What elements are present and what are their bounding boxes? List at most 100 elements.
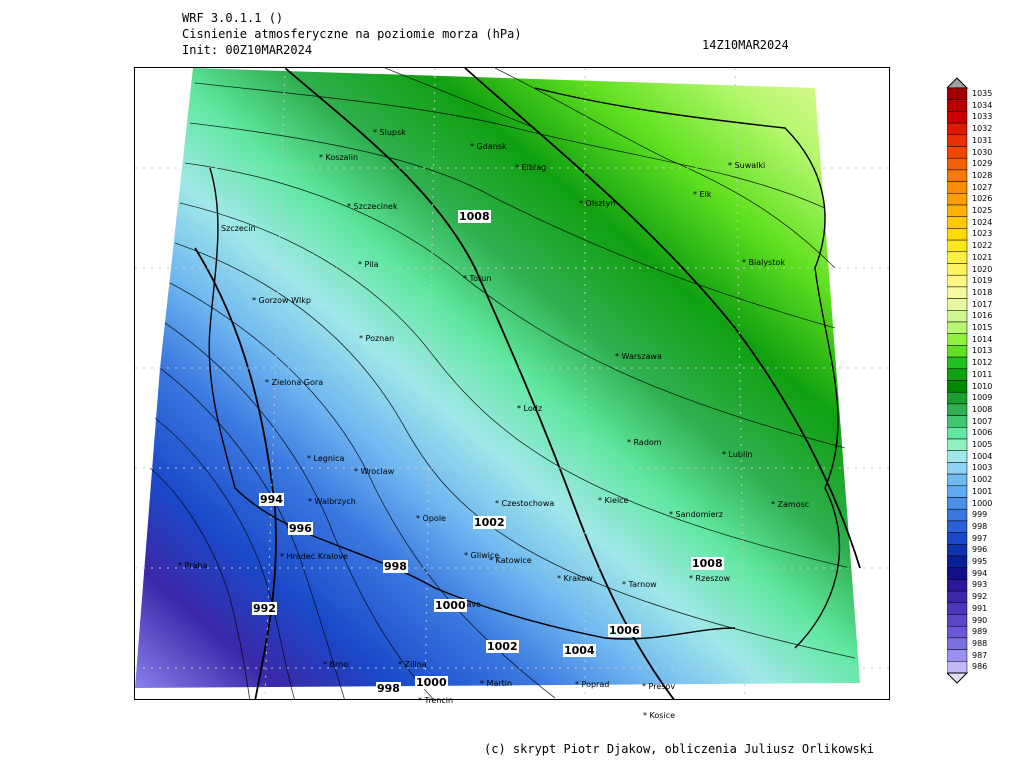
contour-label: 998: [376, 682, 401, 695]
colorbar-label: 1006: [972, 428, 993, 438]
city-label: * Zielona Gora: [265, 378, 324, 387]
colorbar-swatch: [947, 625, 968, 639]
colorbar-swatch: [947, 497, 968, 510]
colorbar-label: 1020: [972, 264, 993, 274]
city-label: * Tarnow: [622, 580, 657, 589]
city-label: * Elk: [693, 190, 712, 199]
contour-label: 998: [383, 560, 408, 573]
colorbar-swatch: [947, 263, 968, 276]
city-label: * Radom: [627, 438, 662, 447]
city-label: * Kosice: [643, 711, 675, 720]
city-label: * Zilina: [398, 660, 427, 669]
colorbar-label: 998: [972, 521, 988, 531]
colorbar-label: 1034: [972, 100, 993, 110]
city-label: * Czestochowa: [495, 499, 555, 508]
colorbar-swatch: [947, 368, 968, 381]
colorbar-label: 1016: [972, 311, 993, 321]
colorbar-label: 1023: [972, 229, 993, 239]
colorbar-label: 999: [972, 510, 988, 520]
isobars: [149, 68, 856, 699]
colorbar-swatch: [947, 169, 968, 182]
contour-label: 1008: [458, 210, 491, 223]
colorbar-swatch: [947, 111, 968, 124]
colorbar-swatch: [947, 438, 968, 451]
colorbar-swatch: [947, 134, 968, 147]
city-label: * Koszalin: [319, 153, 359, 162]
colorbar-swatch: [947, 473, 968, 487]
contour-label: 1004: [563, 644, 596, 657]
colorbar-swatch: [947, 204, 968, 217]
colorbar-swatch: [947, 602, 968, 615]
colorbar-max-arrow: [947, 77, 969, 89]
colorbar-swatch: [947, 579, 968, 592]
city-label: * Praha: [178, 561, 208, 570]
city-label: * Walbrzych: [308, 497, 356, 506]
colorbar-swatch: [947, 614, 968, 627]
colorbar-swatch: [947, 649, 968, 662]
map-canvas: [135, 68, 889, 699]
colorbar-swatch: [947, 427, 968, 440]
colorbar-label: 1018: [972, 287, 993, 297]
colorbar-min-arrow: [947, 672, 969, 684]
pressure-map: * Slupsk * Gdansk * Koszalin * Elblag * …: [134, 67, 890, 700]
model-title: WRF 3.0.1.1 (): [182, 11, 284, 25]
colorbar-label: 1035: [972, 89, 993, 98]
graticule: [135, 68, 889, 699]
city-label: * Wroclaw: [354, 467, 395, 476]
city-label: * Kielce: [598, 496, 629, 505]
colorbar-swatch: [947, 356, 968, 370]
colorbar-label: 1015: [972, 323, 993, 332]
colorbar-label: 1008: [972, 404, 993, 414]
colorbar-label: 987: [972, 650, 988, 660]
colorbar-swatch: [947, 251, 968, 264]
colorbar-swatch: [947, 590, 968, 604]
colorbar-swatch: [947, 450, 968, 463]
city-label: * Krakow: [557, 574, 593, 583]
contour-label: 1002: [473, 516, 506, 529]
city-label: * Slupsk: [373, 128, 406, 137]
colorbar-label: 986: [972, 662, 988, 672]
model-domain: [135, 68, 860, 688]
colorbar-label: 1014: [972, 334, 993, 344]
city-label: * Hradec Kralove: [280, 552, 348, 561]
city-label: * Sandomierz: [669, 510, 723, 519]
colorbar-label: 1009: [972, 393, 993, 403]
city-label: * Gorzow Wlkp: [252, 296, 311, 305]
city-label: * Lodz: [517, 404, 543, 413]
colorbar-swatch: [947, 286, 968, 299]
city-label: * Presov: [642, 682, 676, 691]
colorbar-label: 1005: [972, 440, 993, 449]
colorbar-label: 991: [972, 603, 988, 613]
contour-label: 996: [288, 522, 313, 535]
city-label: * Legnica: [307, 454, 345, 463]
colorbar-swatch: [947, 321, 968, 334]
colorbar-swatch: [947, 403, 968, 416]
colorbar-label: 993: [972, 580, 988, 590]
city-label: * Brno: [323, 660, 349, 669]
colorbar-swatch: [947, 380, 968, 393]
colorbar-label: 1030: [972, 147, 993, 157]
colorbar-label: 1028: [972, 170, 993, 180]
city-label: * Opole: [416, 514, 446, 523]
contour-label: 1008: [691, 557, 724, 570]
colorbar-label: 1012: [972, 358, 993, 368]
colorbar-swatch: [947, 216, 968, 229]
colorbar-label: 1000: [972, 498, 993, 508]
colorbar-label: 1022: [972, 241, 993, 251]
contour-label: 1006: [608, 624, 641, 637]
city-label: * Szczecinek: [347, 202, 398, 211]
colorbar-swatch: [947, 87, 968, 100]
colorbar-label: 1026: [972, 194, 993, 204]
credits: (c) skrypt Piotr Djakow, obliczenia Juli…: [484, 742, 875, 756]
city-label: * Poznan: [359, 334, 395, 343]
city-label: * Elblag: [515, 163, 547, 172]
city-label: * Olsztyn: [579, 199, 616, 208]
colorbar-swatch: [947, 298, 968, 311]
colorbar-swatch: [947, 462, 968, 475]
colorbar-label: 1024: [972, 217, 993, 227]
city-label: * Gdansk: [470, 142, 507, 151]
colorbar-label: 1027: [972, 182, 993, 192]
contour-label: 992: [252, 602, 277, 615]
colorbar-label: 997: [972, 533, 988, 543]
city-label: * Torun: [463, 274, 492, 283]
